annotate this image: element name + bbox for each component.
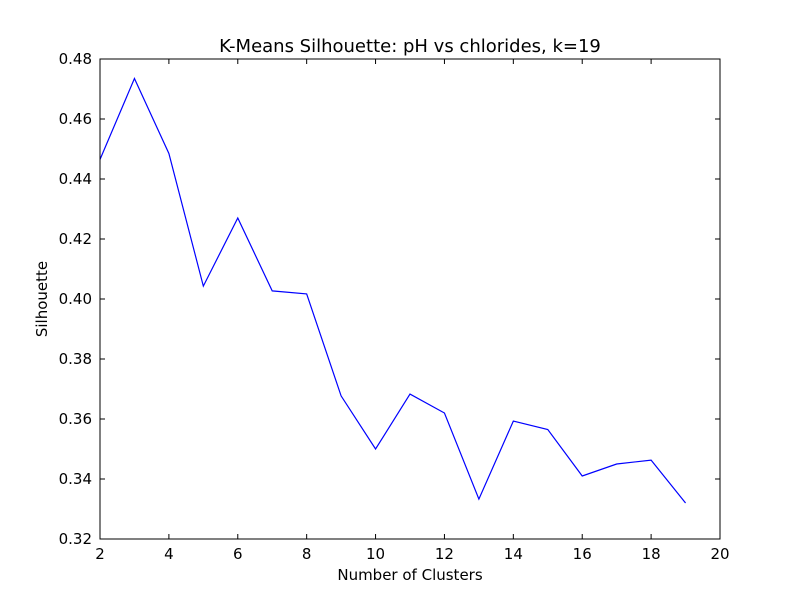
x-tick-label: 6: [233, 545, 243, 563]
y-tick-label: 0.32: [59, 530, 92, 548]
x-tick-label: 14: [504, 545, 523, 563]
series-line: [99, 77, 687, 504]
x-tick-label: 20: [710, 545, 729, 563]
y-tick-label: 0.48: [59, 50, 92, 68]
y-tick-label: 0.34: [59, 470, 92, 488]
y-tick-label: 0.42: [59, 230, 92, 248]
y-axis-label: Silhouette: [33, 261, 51, 337]
y-tick-label: 0.40: [59, 290, 92, 308]
x-tick-label: 16: [573, 545, 592, 563]
x-axis-label: Number of Clusters: [337, 566, 482, 584]
chart-title: K-Means Silhouette: pH vs chlorides, k=1…: [219, 36, 601, 57]
x-tick-label: 12: [435, 545, 454, 563]
y-tick-label: 0.38: [59, 350, 92, 368]
x-tick-label: 10: [366, 545, 385, 563]
plot-frame: [99, 58, 721, 540]
y-tick-label: 0.46: [59, 110, 92, 128]
y-tick-label: 0.44: [59, 170, 92, 188]
y-tick-label: 0.36: [59, 410, 92, 428]
x-tick-label: 8: [302, 545, 312, 563]
x-tick-label: 2: [95, 545, 105, 563]
x-tick-label: 18: [642, 545, 661, 563]
x-tick-label: 4: [164, 545, 174, 563]
plot-area: 2 4 6 8 10 12 14 16 18 20 0.32 0.34 0.36 0.38 0.40 0.42…: [59, 50, 730, 563]
